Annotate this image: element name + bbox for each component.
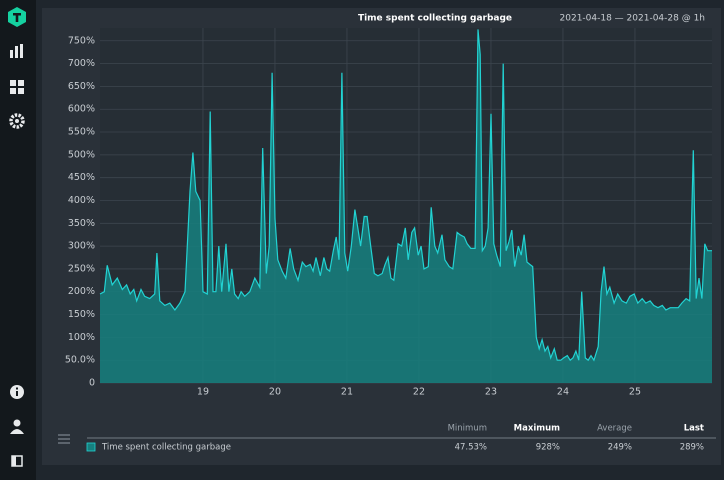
legend-header: Maximum xyxy=(514,424,560,434)
legend-menu[interactable] xyxy=(58,434,70,444)
x-tick-label: 19 xyxy=(197,387,209,398)
y-tick-label: 450% xyxy=(68,172,95,183)
user-icon[interactable] xyxy=(10,419,24,435)
y-tick-label: 150% xyxy=(68,309,95,320)
legend-swatch xyxy=(86,442,96,452)
logo[interactable] xyxy=(8,7,26,27)
x-tick-label: 23 xyxy=(485,387,497,398)
y-tick-label: 500% xyxy=(68,149,95,160)
time-range: 2021-04-18 — 2021-04-28 @ 1h xyxy=(560,14,705,24)
y-tick-label: 600% xyxy=(68,104,95,115)
y-tick-label: 700% xyxy=(68,58,95,69)
sidebar xyxy=(0,0,36,480)
legend-value: 249% xyxy=(608,443,632,453)
y-tick-label: 100% xyxy=(68,332,95,343)
help-icon[interactable] xyxy=(10,385,24,399)
dashboard-icon[interactable] xyxy=(10,80,24,94)
area xyxy=(100,29,712,384)
x-tick-label: 22 xyxy=(413,387,425,398)
y-tick-label: 750% xyxy=(68,35,95,46)
legend-value: 47.53% xyxy=(455,443,487,453)
legend-value: 289% xyxy=(680,443,704,453)
line xyxy=(99,29,712,362)
monitor-icon[interactable] xyxy=(10,44,23,58)
chart-title: Time spent collecting garbage xyxy=(358,14,512,24)
legend-name: Time spent collecting garbage xyxy=(101,443,231,453)
y-tick-label: 50.0% xyxy=(65,355,95,366)
y-tick-label: 200% xyxy=(68,286,95,297)
setup-icon[interactable] xyxy=(9,113,25,129)
legend-header: Average xyxy=(597,424,632,434)
legend-header: Last xyxy=(684,424,704,434)
y-tick-label: 650% xyxy=(68,81,95,92)
y-tick-label: 400% xyxy=(68,195,95,206)
y-tick-label: 350% xyxy=(68,218,95,229)
x-tick-label: 24 xyxy=(557,387,569,398)
legend-header: Minimum xyxy=(448,424,487,434)
y-tick-label: 0 xyxy=(89,378,95,389)
x-tick-label: 21 xyxy=(341,387,353,398)
x-tick-label: 20 xyxy=(269,387,281,398)
y-tick-label: 550% xyxy=(68,127,95,138)
x-tick-label: 25 xyxy=(629,387,641,398)
y-tick-label: 300% xyxy=(68,241,95,252)
sidebar-toggle[interactable] xyxy=(11,455,23,467)
y-tick-label: 250% xyxy=(68,263,95,274)
legend-value: 928% xyxy=(536,443,560,453)
